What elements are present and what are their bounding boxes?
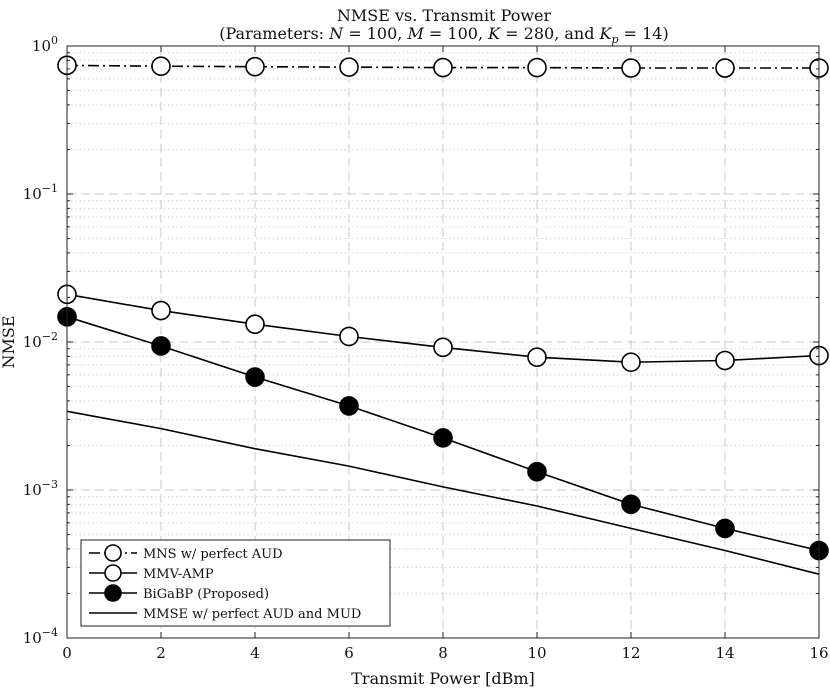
data-point <box>151 300 171 321</box>
chart-title: NMSE vs. Transmit Power <box>337 6 552 25</box>
y-tick-label: 100 <box>32 34 58 55</box>
data-point <box>433 57 453 78</box>
x-tick-label: 12 <box>621 644 640 662</box>
data-point <box>621 58 641 78</box>
y-tick-label: 10−4 <box>23 626 58 647</box>
legend-label: BiGaBP (Proposed) <box>143 587 269 602</box>
legend: MNS w/ perfect AUD MMV-AMP BiGaBP (Propose… <box>80 539 391 627</box>
y-tick-label: 10−1 <box>23 182 58 203</box>
data-point <box>339 57 359 77</box>
x-tick-label: 2 <box>156 644 166 662</box>
series-4 <box>66 410 820 575</box>
legend-label: MMV-AMP <box>143 567 214 582</box>
data-point <box>151 56 171 77</box>
data-point <box>715 518 735 539</box>
data-point <box>339 396 359 416</box>
x-tick-label: 4 <box>250 644 260 662</box>
x-tick-label: 16 <box>809 644 828 662</box>
data-point <box>433 428 453 448</box>
grid <box>67 46 819 638</box>
data-point <box>527 347 547 367</box>
series-2 <box>57 284 829 373</box>
data-point <box>151 336 171 356</box>
legend-label: MNS w/ perfect AUD <box>143 547 283 562</box>
x-tick-label: 10 <box>527 644 546 662</box>
y-tick-label: 10−2 <box>23 330 58 351</box>
series-line <box>66 410 820 575</box>
x-tick-label: 6 <box>344 644 354 662</box>
data-point <box>433 337 453 358</box>
legend-box <box>80 539 391 627</box>
axis-ticks: 0 2 4 6 8 10 12 14 16 100 10−1 10−2 10−3 10−4 <box>23 34 829 662</box>
legend-marker <box>104 584 122 602</box>
data-point <box>245 56 265 77</box>
legend-label: MMSE w/ perfect AUD and MUD <box>143 607 361 622</box>
x-axis-label: Transmit Power [dBm] <box>351 669 534 688</box>
data-point <box>715 350 735 371</box>
data-point <box>527 461 547 482</box>
data-point <box>715 58 735 78</box>
data-point <box>245 314 265 334</box>
y-tick-label: 10−3 <box>23 478 58 499</box>
data-point <box>621 352 641 373</box>
x-tick-label: 0 <box>62 644 72 662</box>
data-point <box>621 494 641 515</box>
x-tick-label: 8 <box>438 644 448 662</box>
legend-marker <box>104 544 122 562</box>
data-point <box>527 57 547 78</box>
legend-marker <box>104 564 122 582</box>
data-point <box>245 367 265 387</box>
x-tick-label: 14 <box>715 644 734 662</box>
chart-subtitle: (Parameters: N = 100, M = 100, K = 280, … <box>219 24 668 46</box>
data-point <box>339 326 359 347</box>
y-axis-label: NMSE <box>0 315 18 368</box>
